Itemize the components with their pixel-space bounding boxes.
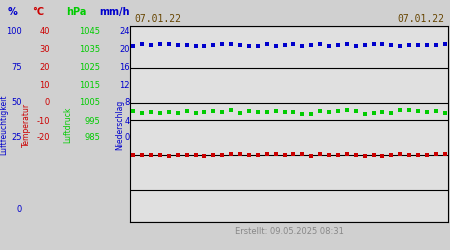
Text: 1045: 1045 [79, 28, 100, 36]
Text: Luftfeuchtigkeit: Luftfeuchtigkeit [0, 95, 9, 155]
Text: 50: 50 [12, 98, 22, 108]
Text: 100: 100 [6, 28, 22, 36]
Text: Luftdruck: Luftdruck [63, 107, 72, 143]
Text: 07.01.22: 07.01.22 [134, 14, 181, 24]
Text: 0: 0 [45, 98, 50, 108]
Text: 1025: 1025 [79, 64, 100, 72]
Text: 25: 25 [12, 134, 22, 142]
Text: Erstellt: 09.05.2025 08:31: Erstellt: 09.05.2025 08:31 [234, 227, 343, 236]
Text: 20: 20 [120, 46, 130, 54]
Text: 985: 985 [84, 134, 100, 142]
Text: 1015: 1015 [79, 80, 100, 90]
Text: Niederschlag: Niederschlag [116, 100, 125, 150]
Text: °C: °C [32, 7, 44, 17]
Text: hPa: hPa [66, 7, 86, 17]
Text: Temperatur: Temperatur [22, 103, 31, 147]
Text: 12: 12 [120, 80, 130, 90]
Text: 10: 10 [40, 80, 50, 90]
Text: -10: -10 [36, 116, 50, 126]
Text: 24: 24 [120, 28, 130, 36]
Text: 20: 20 [40, 64, 50, 72]
Text: 1035: 1035 [79, 46, 100, 54]
Text: %: % [8, 7, 18, 17]
Text: 8: 8 [125, 98, 130, 108]
Text: mm/h: mm/h [99, 7, 129, 17]
Text: 4: 4 [125, 116, 130, 126]
Text: 40: 40 [40, 28, 50, 36]
Text: 0: 0 [125, 134, 130, 142]
Text: 07.01.22: 07.01.22 [397, 14, 444, 24]
Text: 995: 995 [84, 116, 100, 126]
Text: 30: 30 [40, 46, 50, 54]
Text: -20: -20 [36, 134, 50, 142]
Text: 0: 0 [17, 206, 22, 214]
Text: 16: 16 [119, 64, 130, 72]
Text: 75: 75 [11, 62, 22, 72]
Text: 1005: 1005 [79, 98, 100, 108]
